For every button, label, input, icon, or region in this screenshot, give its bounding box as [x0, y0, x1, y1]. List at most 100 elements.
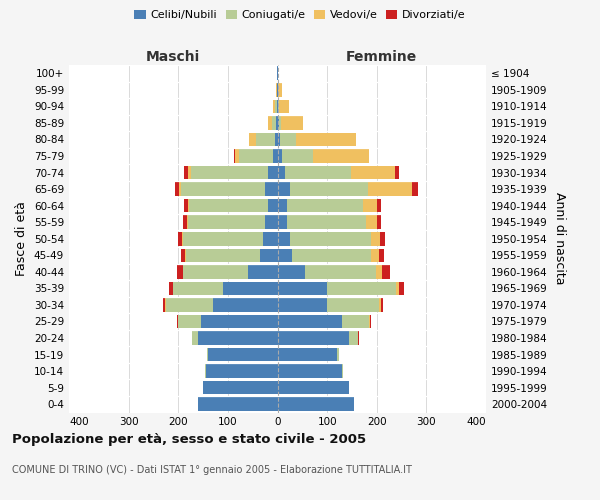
Bar [313, 149, 369, 163]
Bar [398, 282, 404, 295]
Bar [181, 182, 265, 196]
Bar [277, 282, 327, 295]
Bar [351, 166, 395, 179]
Bar [377, 216, 381, 229]
Bar [278, 83, 282, 96]
Bar [381, 298, 383, 312]
Bar [183, 232, 263, 245]
Bar [191, 166, 268, 179]
Bar [277, 149, 283, 163]
Bar [327, 298, 379, 312]
Bar [177, 265, 182, 278]
Bar [268, 199, 277, 212]
Bar [277, 166, 285, 179]
Bar [290, 182, 368, 196]
Bar [268, 166, 277, 179]
Bar [281, 116, 304, 130]
Bar [163, 298, 166, 312]
Bar [277, 398, 355, 411]
Bar [280, 100, 289, 113]
Bar [377, 199, 381, 212]
Bar [178, 232, 182, 245]
Bar [280, 132, 296, 146]
Text: Femmine: Femmine [346, 50, 418, 64]
Bar [283, 149, 313, 163]
Bar [182, 232, 183, 245]
Bar [188, 166, 191, 179]
Bar [327, 282, 395, 295]
Bar [181, 248, 185, 262]
Bar [349, 332, 358, 345]
Bar [277, 348, 337, 362]
Bar [265, 182, 277, 196]
Bar [272, 149, 277, 163]
Bar [395, 282, 398, 295]
Bar [379, 248, 384, 262]
Bar [256, 132, 275, 146]
Bar [287, 216, 366, 229]
Bar [175, 182, 179, 196]
Y-axis label: Fasce di età: Fasce di età [16, 202, 28, 276]
Bar [277, 248, 292, 262]
Bar [183, 216, 187, 229]
Bar [184, 199, 188, 212]
Text: Maschi: Maschi [146, 50, 200, 64]
Bar [192, 332, 198, 345]
Bar [203, 381, 277, 394]
Bar [200, 314, 277, 328]
Bar [249, 132, 256, 146]
Bar [292, 248, 371, 262]
Bar [187, 216, 188, 229]
Bar [305, 265, 376, 278]
Bar [285, 166, 351, 179]
Bar [277, 381, 349, 394]
Legend: Celibi/Nubili, Coniugati/e, Vedovi/e, Divorziati/e: Celibi/Nubili, Coniugati/e, Vedovi/e, Di… [130, 6, 470, 25]
Bar [277, 364, 342, 378]
Bar [287, 199, 364, 212]
Bar [189, 199, 268, 212]
Bar [248, 265, 277, 278]
Bar [366, 216, 377, 229]
Bar [188, 199, 189, 212]
Bar [296, 132, 356, 146]
Bar [337, 348, 338, 362]
Text: COMUNE DI TRINO (VC) - Dati ISTAT 1° gennaio 2005 - Elaborazione TUTTITALIA.IT: COMUNE DI TRINO (VC) - Dati ISTAT 1° gen… [12, 465, 412, 475]
Bar [179, 182, 181, 196]
Bar [278, 100, 280, 113]
Bar [380, 232, 385, 245]
Bar [371, 232, 380, 245]
Bar [277, 199, 287, 212]
Bar [198, 332, 277, 345]
Bar [239, 149, 272, 163]
Bar [268, 116, 272, 130]
Bar [178, 314, 200, 328]
Bar [277, 314, 342, 328]
Bar [395, 166, 398, 179]
Bar [277, 298, 327, 312]
Bar [382, 265, 389, 278]
Bar [277, 216, 287, 229]
Bar [277, 132, 280, 146]
Bar [376, 265, 382, 278]
Bar [173, 282, 223, 295]
Bar [379, 298, 381, 312]
Bar [279, 116, 281, 130]
Bar [273, 100, 275, 113]
Bar [277, 332, 349, 345]
Bar [277, 182, 290, 196]
Bar [275, 132, 277, 146]
Bar [277, 100, 278, 113]
Bar [364, 199, 377, 212]
Bar [276, 116, 277, 130]
Bar [290, 232, 371, 245]
Bar [207, 348, 208, 362]
Bar [277, 116, 279, 130]
Bar [188, 216, 265, 229]
Bar [198, 398, 277, 411]
Bar [169, 282, 173, 295]
Bar [185, 248, 260, 262]
Bar [272, 116, 276, 130]
Y-axis label: Anni di nascita: Anni di nascita [553, 192, 566, 285]
Bar [265, 216, 277, 229]
Bar [177, 314, 178, 328]
